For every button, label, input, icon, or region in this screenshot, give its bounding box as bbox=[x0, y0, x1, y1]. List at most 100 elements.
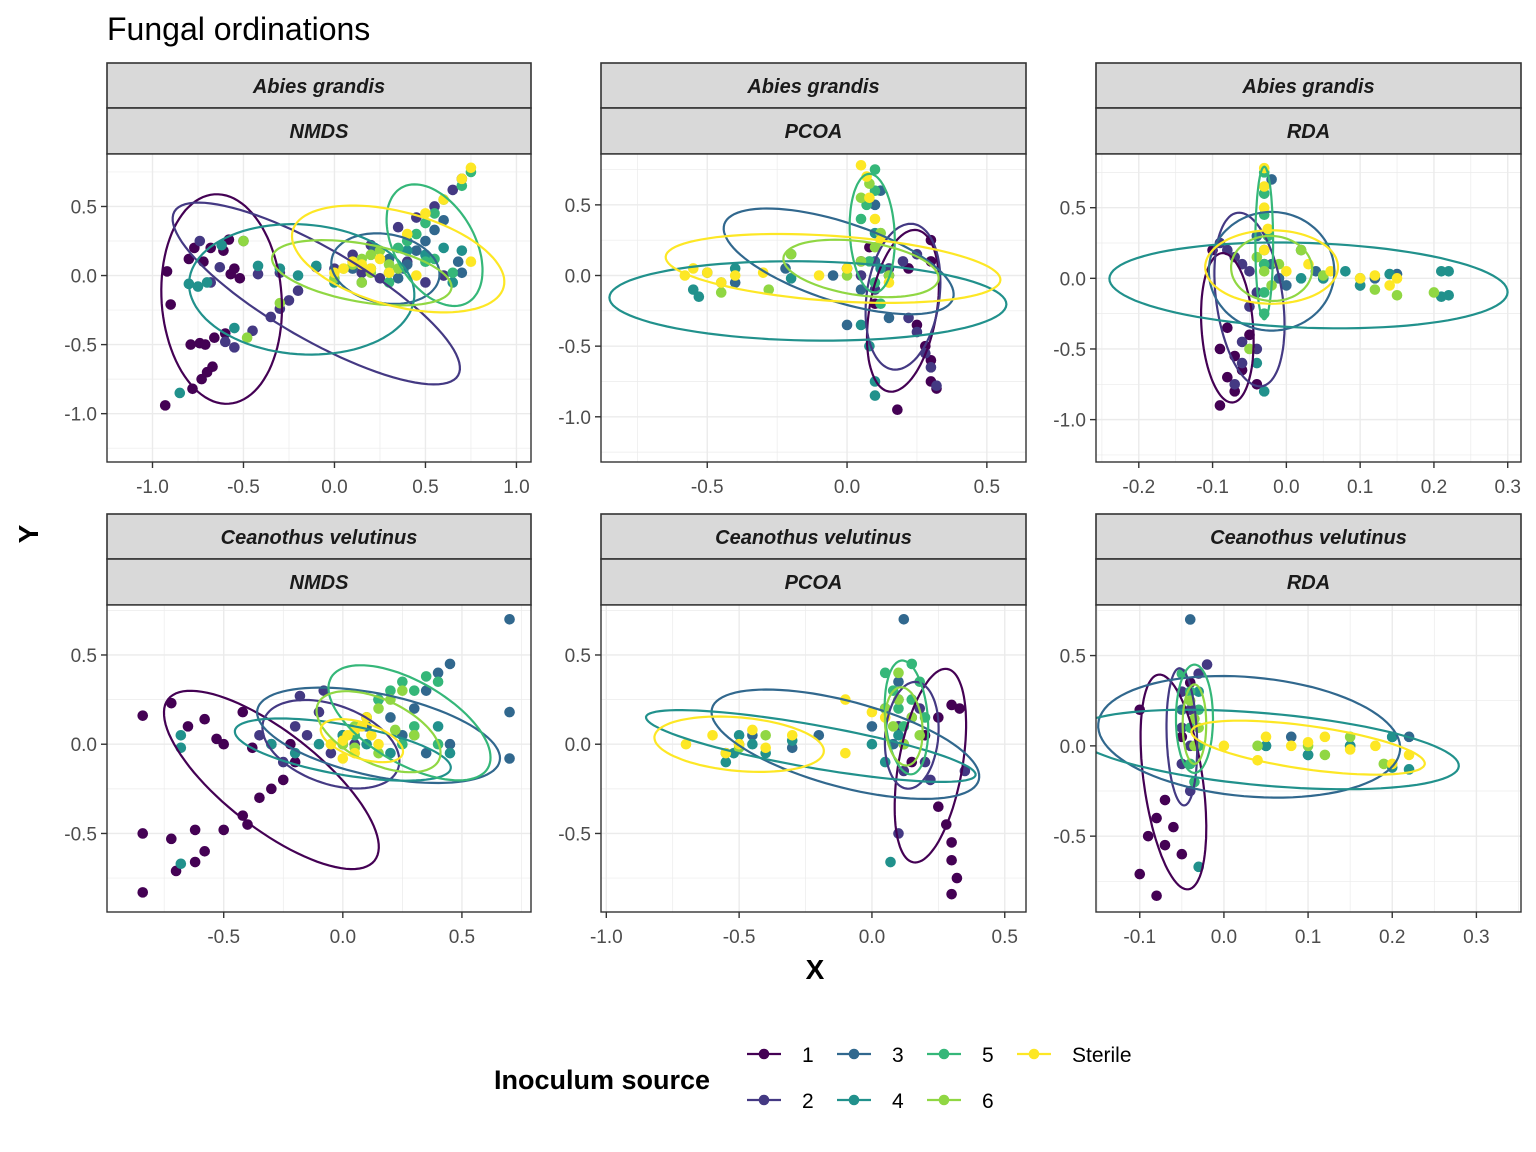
point-source-5 bbox=[432, 676, 444, 688]
point-source-4 bbox=[733, 729, 745, 741]
point-source-sterile bbox=[383, 267, 395, 279]
legend-label: Sterile bbox=[1072, 1044, 1132, 1067]
point-source-sterile bbox=[1369, 270, 1381, 281]
point-source-2 bbox=[1236, 336, 1248, 348]
point-source-6 bbox=[241, 332, 253, 343]
point-source-1 bbox=[951, 872, 963, 884]
strip-host-label: Abies grandis bbox=[252, 76, 385, 98]
point-source-1 bbox=[189, 856, 201, 868]
point-source-sterile bbox=[1319, 731, 1331, 743]
point-source-2 bbox=[214, 261, 226, 273]
strip-bottom-background bbox=[106, 107, 532, 155]
point-source-sterile bbox=[864, 192, 875, 204]
panel-border bbox=[600, 153, 1027, 463]
strip-bottom-background bbox=[1095, 558, 1522, 606]
point-source-1 bbox=[277, 774, 289, 786]
point-source-6 bbox=[1252, 740, 1263, 752]
point-source-4 bbox=[1260, 740, 1272, 752]
point-source-6 bbox=[887, 721, 899, 732]
y-tick-label: 0.0 bbox=[1060, 737, 1086, 758]
strip-host-label: Abies grandis bbox=[1241, 76, 1374, 98]
point-source-5 bbox=[869, 185, 881, 197]
x-tick-label: 0.0 bbox=[330, 927, 356, 948]
point-source-sterile bbox=[680, 738, 692, 750]
point-source-6 bbox=[389, 724, 401, 736]
point-source-5 bbox=[420, 671, 432, 682]
strip-method-label: RDA bbox=[1287, 572, 1330, 594]
point-source-sterile bbox=[707, 729, 718, 741]
legend-label: 4 bbox=[892, 1090, 904, 1113]
y-tick-label: 0.0 bbox=[565, 267, 591, 288]
point-source-5 bbox=[429, 208, 440, 219]
point-source-sterile bbox=[1281, 265, 1292, 277]
x-tick-label: 0.5 bbox=[412, 477, 438, 498]
point-source-4 bbox=[866, 738, 878, 750]
x-tick-label: 1.0 bbox=[503, 477, 529, 498]
gridlines bbox=[107, 605, 531, 912]
y-tick-label: -0.5 bbox=[64, 336, 97, 357]
point-source-sterile bbox=[866, 706, 878, 718]
point-source-5 bbox=[893, 703, 904, 714]
point-source-4 bbox=[1258, 386, 1270, 397]
ellipse-source-6 bbox=[270, 238, 453, 307]
point-source-4 bbox=[869, 390, 881, 401]
legend-item-1: 1 bbox=[747, 1044, 814, 1067]
point-source-2 bbox=[289, 721, 301, 732]
ellipse-source-1 bbox=[1200, 252, 1255, 404]
point-source-3 bbox=[827, 270, 839, 281]
point-source-6 bbox=[1378, 758, 1390, 770]
point-source-sterile bbox=[1386, 758, 1398, 770]
point-source-6 bbox=[1251, 251, 1263, 263]
x-tick-label: 0.2 bbox=[1421, 477, 1447, 498]
point-source-1 bbox=[892, 404, 903, 416]
x-tick-label: 0.5 bbox=[992, 927, 1018, 948]
point-source-6 bbox=[1369, 284, 1381, 295]
y-axis-ticks: -1.0 -0.5 0.0 0.5 bbox=[558, 196, 601, 429]
point-source-sterile bbox=[465, 256, 477, 268]
point-source-5 bbox=[411, 228, 422, 240]
strip-bottom-background bbox=[600, 558, 1027, 606]
point-source-4 bbox=[456, 245, 468, 256]
ellipse-source-6 bbox=[315, 690, 442, 774]
y-tick-label: 0.0 bbox=[565, 735, 591, 756]
point-source-sterile bbox=[401, 228, 413, 240]
point-source-2 bbox=[925, 362, 937, 373]
x-tick-label: 0.0 bbox=[1273, 477, 1299, 498]
ellipse-source-5 bbox=[1174, 663, 1215, 775]
point-source-1 bbox=[189, 824, 201, 836]
x-tick-label: -0.5 bbox=[723, 927, 756, 948]
ellipse-source-6 bbox=[782, 238, 940, 299]
legend-item-3: 3 bbox=[837, 1044, 904, 1067]
y-tick-label: 0.5 bbox=[71, 646, 97, 667]
y-axis-ticks: -1.0 -0.5 0.0 0.5 bbox=[1053, 199, 1096, 432]
point-source-6 bbox=[373, 703, 384, 714]
point-source-4 bbox=[693, 291, 705, 302]
point-source-4 bbox=[1340, 265, 1351, 277]
x-tick-label: 0.2 bbox=[1379, 927, 1405, 948]
plot-background bbox=[1096, 154, 1521, 462]
point-source-5 bbox=[385, 685, 396, 696]
point-source-4 bbox=[438, 242, 449, 254]
strip-host-label: Ceanothus velutinus bbox=[221, 527, 418, 549]
ellipse-source-sterile bbox=[319, 717, 405, 764]
point-source-4 bbox=[201, 277, 213, 288]
point-source-2 bbox=[420, 277, 431, 288]
chart-title: Fungal ordinations bbox=[107, 11, 370, 47]
y-axis-ticks: -0.5 0.0 0.5 bbox=[64, 646, 107, 845]
point-source-6 bbox=[408, 729, 420, 741]
point-source-2 bbox=[194, 235, 206, 247]
point-source-4 bbox=[192, 281, 204, 292]
point-source-2 bbox=[1201, 659, 1213, 670]
plot-background bbox=[601, 605, 1026, 912]
ellipse-source-1 bbox=[160, 193, 284, 405]
ellipse-source-sterile bbox=[1204, 229, 1340, 305]
ellipse-source-4 bbox=[608, 260, 1008, 342]
point-source-6 bbox=[365, 249, 377, 261]
point-source-sterile bbox=[840, 747, 851, 759]
ellipse-source-sterile bbox=[664, 232, 1002, 304]
facet-panel-3: Abies grandis RDA -0.2 -0.1 0.0 0.1 0.2 0.3 -1.0… bbox=[1053, 62, 1522, 498]
x-axis-ticks: -1.0 -0.5 0.0 0.5 bbox=[590, 912, 1018, 948]
x-tick-label: 0.1 bbox=[1295, 927, 1321, 948]
point-source-sterile bbox=[338, 263, 349, 274]
